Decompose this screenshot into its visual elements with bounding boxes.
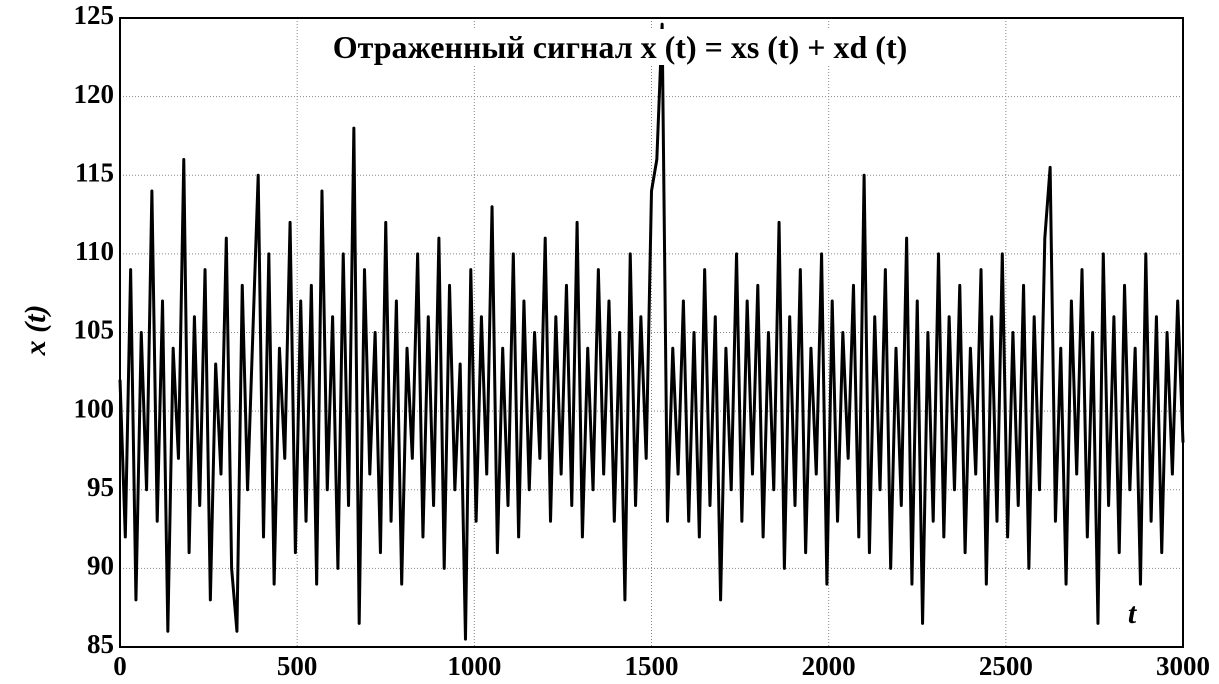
y-axis-label: x (t) [19, 305, 52, 357]
x-tick-label: 0 [113, 651, 127, 681]
y-tick-label: 120 [74, 79, 115, 109]
y-tick-label: 125 [74, 0, 115, 30]
y-tick-label: 115 [75, 157, 114, 187]
y-tick-label: 95 [87, 472, 114, 502]
title-background [328, 29, 912, 65]
y-tick-label: 85 [87, 629, 114, 659]
y-tick-label: 90 [87, 551, 114, 581]
x-tick-label: 1000 [447, 651, 501, 681]
x-tick-label: 2500 [979, 651, 1033, 681]
x-axis-label: t [1128, 597, 1138, 630]
y-tick-label: 110 [75, 236, 114, 266]
y-tick-label: 100 [74, 393, 115, 423]
x-tick-label: 1500 [625, 651, 679, 681]
signal-line [118, 22, 1185, 641]
y-tick-label: 105 [74, 315, 115, 345]
x-tick-label: 3000 [1156, 651, 1210, 681]
x-tick-label: 2000 [802, 651, 856, 681]
plot-frame [119, 17, 1184, 648]
chart-title: Отраженный сигнал x (t) = xs (t) + xd (t… [333, 29, 908, 65]
x-tick-label: 500 [277, 651, 318, 681]
